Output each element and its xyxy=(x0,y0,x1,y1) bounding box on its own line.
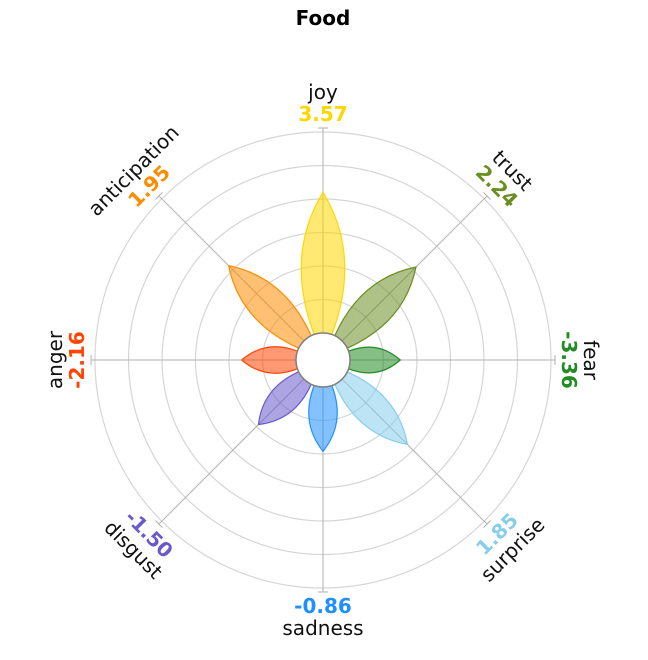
petal-disgust xyxy=(257,371,312,426)
petal-sadness xyxy=(308,384,338,453)
chart-title: Food xyxy=(296,6,351,30)
petals xyxy=(227,191,417,453)
value-sadness: -0.86 xyxy=(294,594,352,618)
petal-joy xyxy=(300,191,346,336)
petal-surprise xyxy=(334,371,409,446)
center-hole xyxy=(295,332,351,388)
value-joy: 3.57 xyxy=(298,102,347,126)
spoke-tick-disgust xyxy=(155,520,163,528)
petal-fear xyxy=(347,346,402,374)
value-anger: -2.16 xyxy=(65,331,89,389)
label-anger: anger xyxy=(43,330,67,389)
petal-anticipation xyxy=(227,264,312,349)
label-joy: joy xyxy=(307,80,338,104)
label-sadness: sadness xyxy=(282,616,363,640)
spoke-tick-surprise xyxy=(483,520,491,528)
value-fear: -3.36 xyxy=(557,331,581,389)
petal-anger xyxy=(240,346,299,374)
spoke-tick-trust xyxy=(483,192,491,200)
petal-trust xyxy=(334,266,417,349)
spoke-tick-anticipation xyxy=(155,192,163,200)
label-fear: fear xyxy=(579,340,603,381)
